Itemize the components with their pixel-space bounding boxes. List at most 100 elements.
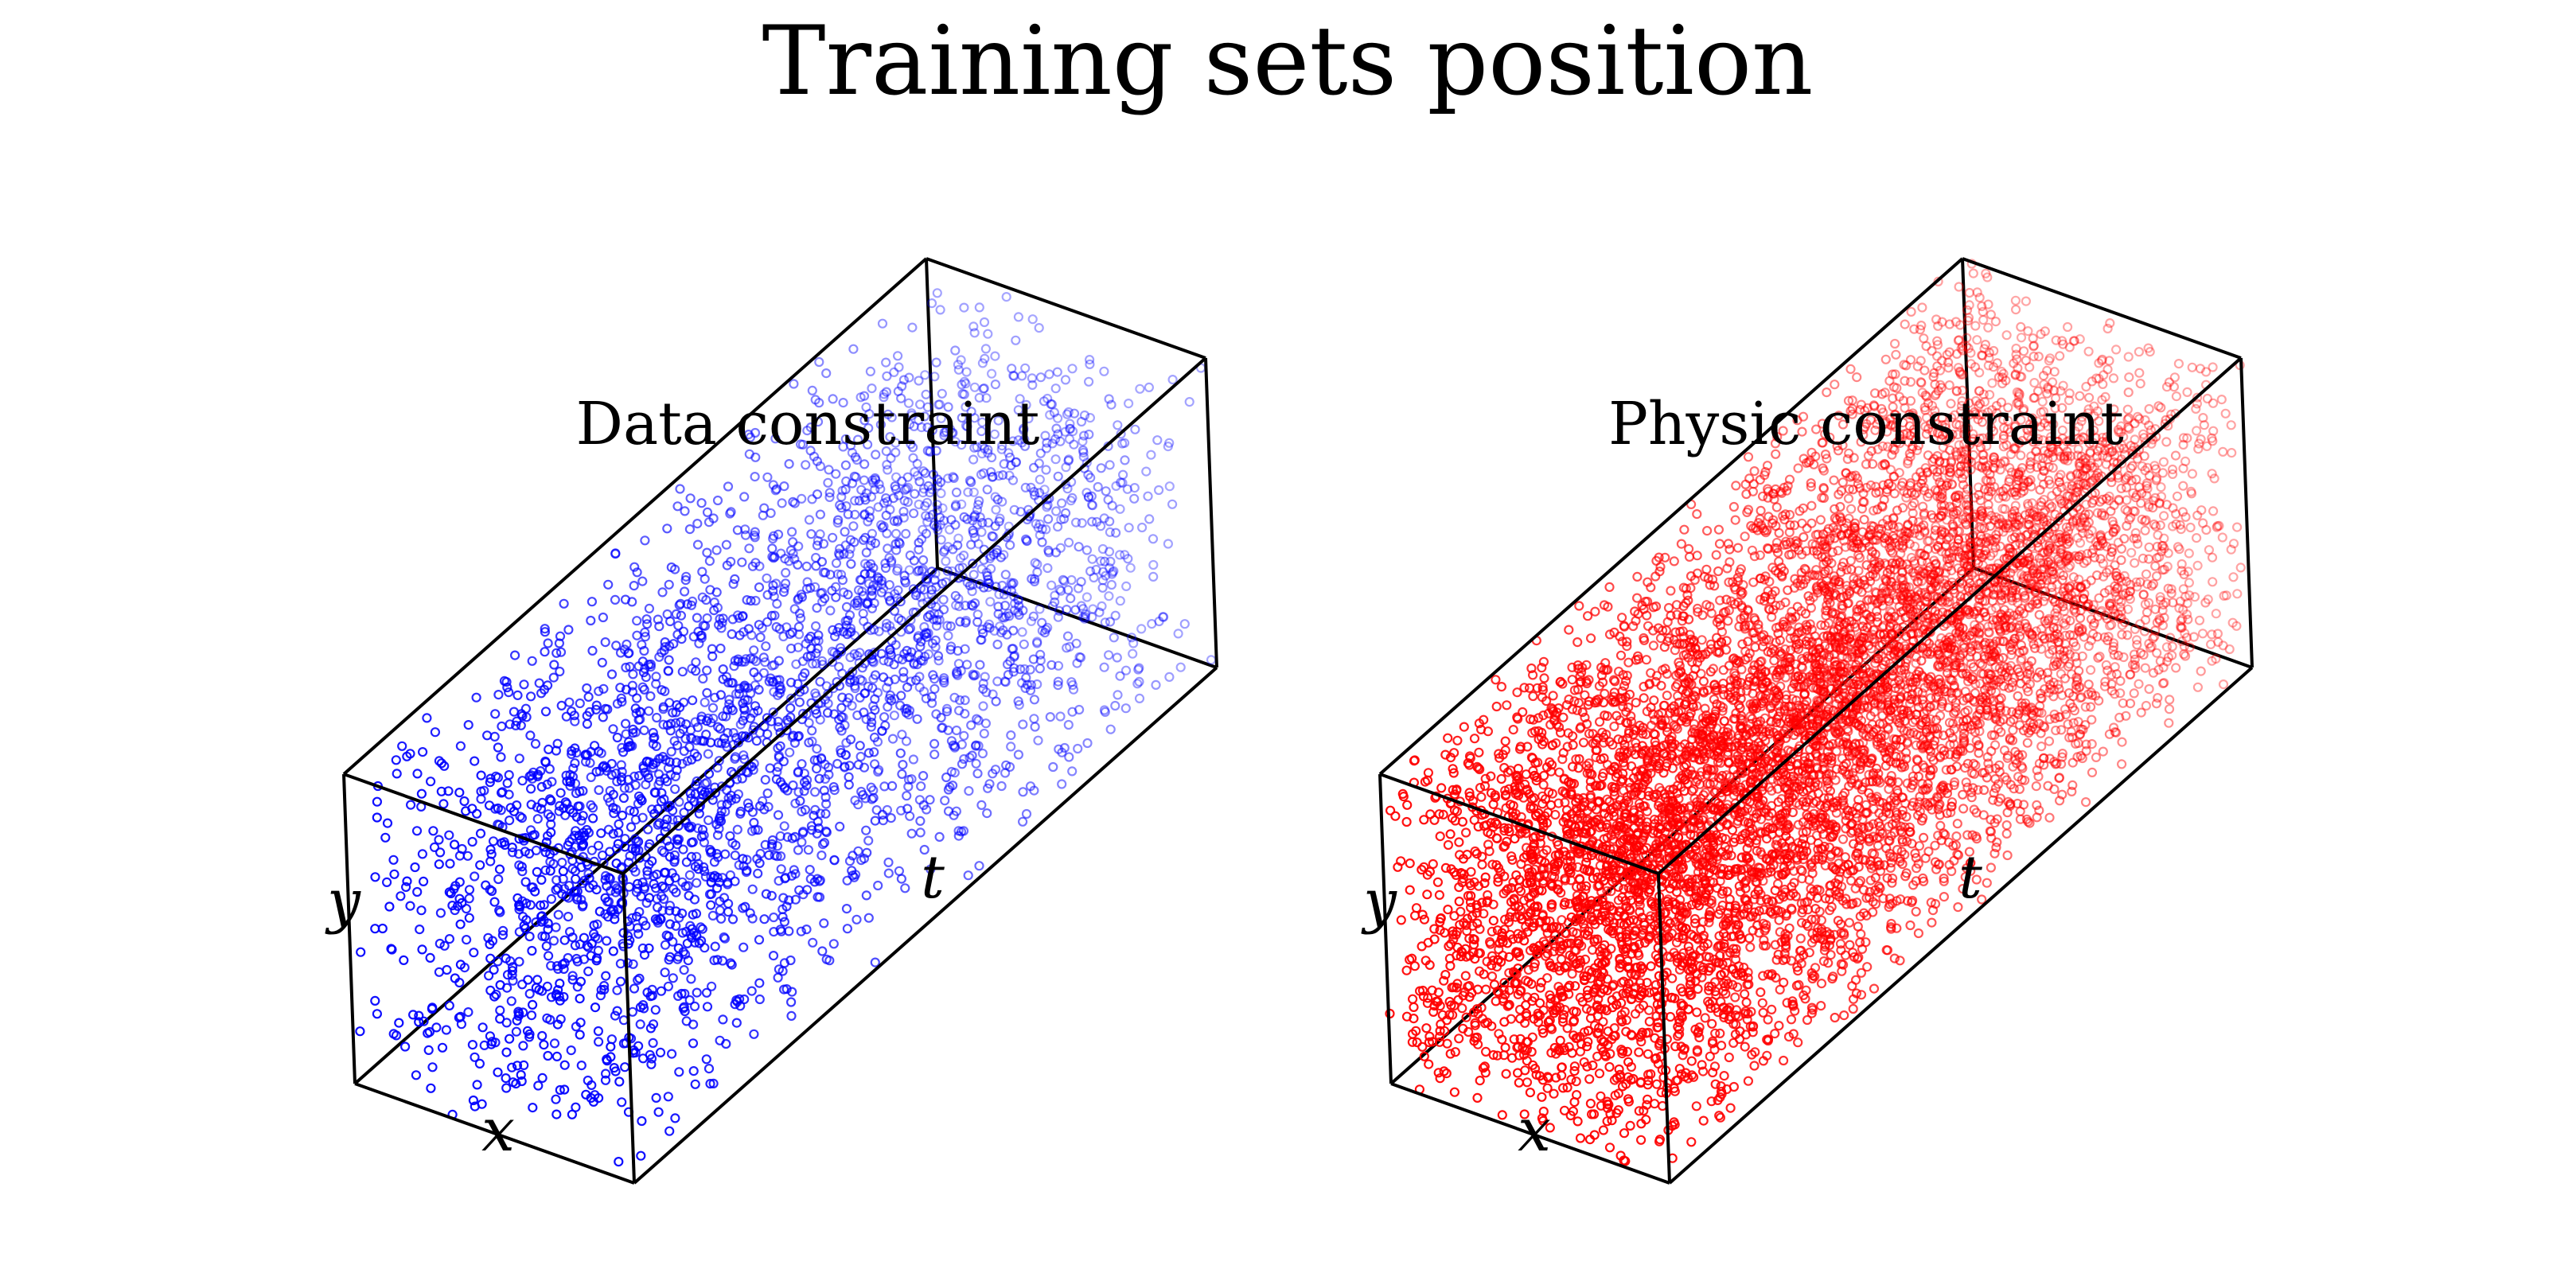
scatter-point	[617, 810, 628, 821]
scatter-point	[504, 769, 514, 781]
scatter-point	[906, 439, 916, 450]
scatter-point	[812, 489, 823, 500]
scatter-point	[692, 613, 703, 623]
scatter-point	[1163, 539, 1174, 549]
scatter-point	[1020, 363, 1031, 373]
scatter-point	[986, 467, 996, 477]
scatter-point	[532, 814, 543, 824]
scatter-point	[2019, 346, 2029, 356]
scatter-point	[963, 870, 973, 881]
scatter-point	[867, 383, 877, 394]
scatter-point	[779, 481, 789, 492]
scatter-point	[2091, 752, 2102, 763]
scatter-point	[808, 937, 818, 948]
scatter-point	[1175, 662, 1186, 672]
scatter-point	[1007, 475, 1019, 485]
scatter-point	[1079, 613, 1090, 624]
scatter-point	[703, 815, 714, 826]
scatter-point	[532, 866, 542, 878]
scatter-point	[600, 636, 610, 648]
scatter-point	[1067, 679, 1078, 691]
scatter-point	[925, 487, 935, 498]
scatter-point	[803, 845, 814, 855]
scatter-point	[982, 485, 992, 495]
scatter-point	[493, 1067, 503, 1077]
scatter-point	[804, 515, 815, 525]
scatter-point	[761, 641, 771, 652]
scatter-point	[1134, 693, 1145, 704]
scatter-point	[2220, 408, 2231, 418]
scatter-point	[507, 842, 517, 853]
scatter-point	[969, 328, 980, 338]
scatter-point	[685, 493, 696, 504]
scatter-point	[785, 703, 796, 714]
scatter-point	[893, 386, 903, 396]
scatter-point	[892, 566, 902, 576]
scatter-point	[527, 656, 537, 666]
scatter-point	[882, 371, 892, 381]
scatter-point	[861, 402, 871, 412]
scatter-point	[555, 788, 566, 798]
scatter-point	[679, 586, 690, 597]
scatter-point	[1055, 436, 1066, 446]
scatter-point	[546, 893, 557, 905]
scatter-point	[777, 912, 788, 922]
scatter-point	[1062, 484, 1073, 494]
scatter-point	[1148, 534, 1159, 544]
scatter-point	[512, 690, 523, 701]
scatter-point	[666, 1049, 677, 1059]
scatter-point	[1032, 679, 1042, 690]
scatter-point	[1018, 787, 1028, 797]
scatter-point	[618, 792, 629, 804]
scatter-point	[934, 831, 945, 843]
scatter-point	[1050, 454, 1061, 465]
scatter-point	[966, 539, 976, 550]
scatter-point	[1069, 408, 1080, 418]
scatter-point	[698, 673, 708, 684]
scatter-point	[1042, 438, 1052, 448]
scatter-point	[1004, 609, 1014, 619]
scatter-point	[1013, 595, 1023, 605]
scatter-point	[593, 1026, 604, 1037]
scatter-point	[1099, 662, 1109, 672]
scatter-point	[517, 776, 528, 786]
scatter-point	[539, 1039, 549, 1050]
scatter-point	[885, 431, 895, 442]
scatter-point	[902, 472, 913, 482]
scatter-point	[1057, 779, 1067, 789]
scatter-point	[992, 639, 1003, 650]
scatter-point	[807, 726, 817, 736]
scatter-point	[632, 616, 642, 626]
scatter-point	[678, 844, 688, 855]
scatter-point	[467, 1039, 478, 1050]
scatter-point	[805, 631, 816, 642]
scatter-point	[469, 948, 479, 958]
scatter-point	[835, 821, 845, 832]
scatter-point	[1116, 429, 1126, 439]
scatter-point	[2191, 403, 2201, 415]
scatter-point	[602, 936, 612, 946]
scatter-point	[1053, 471, 1063, 481]
scatter-point	[660, 940, 671, 950]
figure-title: Training sets position	[762, 6, 1814, 117]
scatter-point	[789, 604, 800, 614]
scatter-point	[1105, 527, 1116, 538]
scatter-point	[1085, 359, 1095, 369]
scatter-point	[1101, 570, 1111, 581]
scatter-point	[563, 625, 574, 635]
scatter-point	[831, 558, 842, 568]
scatter-point	[901, 484, 912, 494]
scatter-point	[720, 849, 731, 859]
scatter-point	[926, 298, 937, 309]
scatter-point	[937, 388, 947, 399]
scatter-point	[972, 769, 983, 779]
scatter-point	[838, 442, 848, 452]
scatter-point	[975, 660, 985, 670]
scatter-point	[1129, 482, 1140, 493]
scatter-point	[526, 1010, 537, 1021]
scatter-point	[2086, 664, 2096, 675]
scatter-point	[844, 780, 854, 790]
scatter-point	[1067, 707, 1078, 717]
scatter-point	[355, 1026, 365, 1037]
scatter-point	[731, 1018, 742, 1028]
